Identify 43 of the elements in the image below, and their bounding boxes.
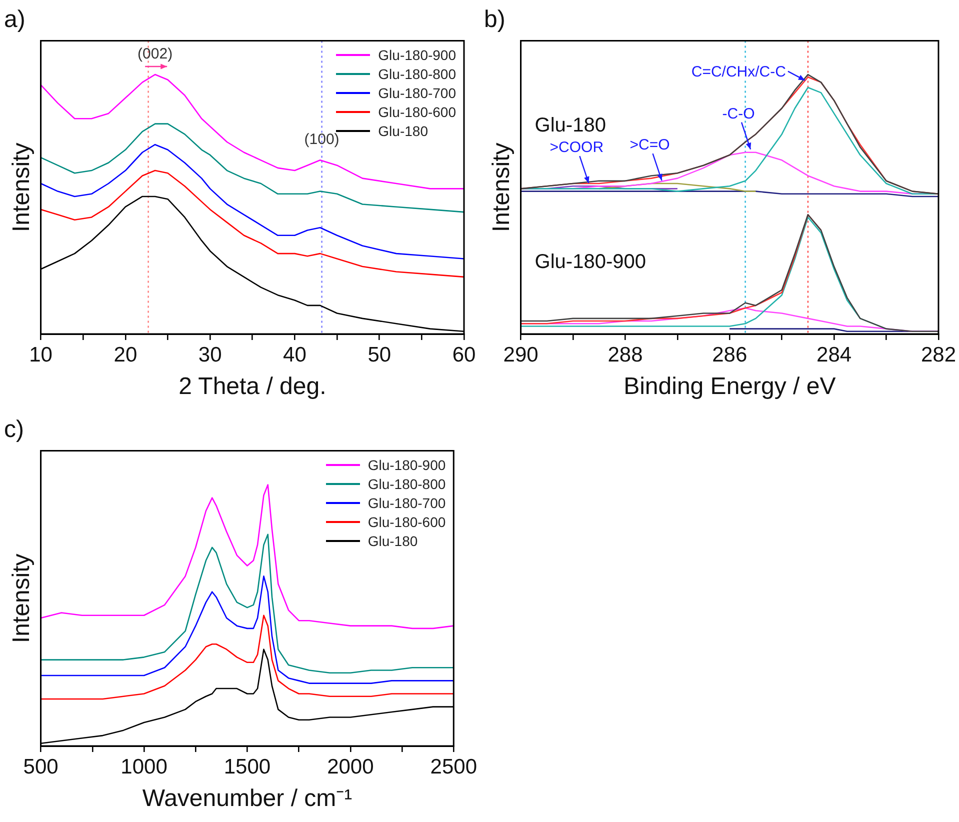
x-tick-label: 30 <box>198 343 222 366</box>
x-tick-label: 2000 <box>327 755 374 778</box>
text: Glu-180 <box>534 114 606 137</box>
x-tick-label: 284 <box>816 343 852 366</box>
legend-label: Glu-180 <box>368 532 418 551</box>
y-axis-title: Intensity <box>8 142 36 232</box>
x-tick-label: 20 <box>114 343 138 366</box>
x-axis-title: Wavenumber / cm⁻¹ <box>142 785 352 812</box>
y-axis-title: Intensity <box>8 554 36 644</box>
legend-label: Glu-180-600 <box>368 512 446 532</box>
x-tick-label: 2500 <box>430 755 477 778</box>
x-axis-title: Binding Energy / eV <box>624 373 836 400</box>
y-axis-title: Intensity <box>488 142 516 232</box>
x-tick-label: 60 <box>452 343 476 366</box>
x-tick-label: 50 <box>368 343 392 366</box>
chart-title: c) <box>4 416 24 444</box>
legend-label: Glu-180-700 <box>368 494 446 513</box>
x-tick-label: 500 <box>23 755 58 778</box>
annotation: (100) <box>304 131 340 148</box>
chart-title: a) <box>4 6 26 34</box>
legend-label: Glu-180-600 <box>378 102 456 122</box>
annotation: C=C/CHx/C-C <box>691 63 786 80</box>
x-tick-label: 1000 <box>120 755 168 778</box>
x-tick-label: 1500 <box>224 755 271 778</box>
x-tick-label: 10 <box>29 343 52 366</box>
legend-label: Glu-180-800 <box>368 474 446 494</box>
legend-label: Glu-180-900 <box>378 46 456 65</box>
x-axis-title: 2 Theta / deg. <box>178 373 326 400</box>
x-tick-label: 40 <box>283 343 306 366</box>
legend-label: Glu-180-700 <box>378 84 456 103</box>
annotation: >COOR <box>550 139 604 156</box>
legend-label: Glu-180-800 <box>378 64 456 84</box>
legend-label: Glu-180 <box>378 122 428 141</box>
annotation: >C=O <box>630 136 670 154</box>
x-tick-label: 290 <box>503 343 538 366</box>
chart-title: b) <box>484 6 506 34</box>
legend-label: Glu-180-900 <box>368 456 446 475</box>
annotation: -C-O <box>722 105 755 122</box>
x-tick-label: 288 <box>608 343 643 366</box>
x-tick-label: 282 <box>920 343 956 366</box>
annotation: (002) <box>138 46 173 63</box>
x-tick-label: 286 <box>712 343 748 366</box>
text: Glu-180-900 <box>534 250 646 273</box>
